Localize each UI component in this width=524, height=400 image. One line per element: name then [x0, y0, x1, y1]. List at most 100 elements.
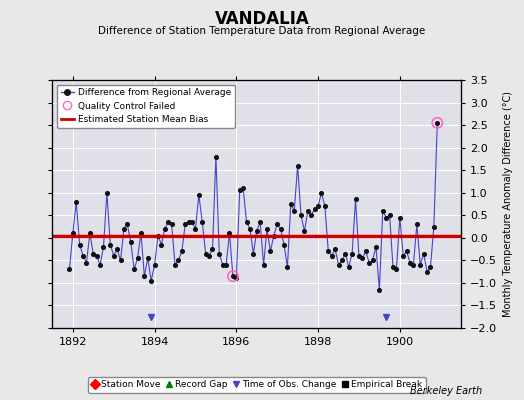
Point	[270, 232, 278, 239]
Point	[290, 208, 299, 214]
Point	[92, 253, 101, 259]
Point	[362, 248, 370, 254]
Point	[144, 255, 152, 261]
Point	[229, 273, 237, 279]
Text: Difference of Station Temperature Data from Regional Average: Difference of Station Temperature Data f…	[99, 26, 425, 36]
Point	[184, 219, 193, 225]
Point	[150, 262, 159, 268]
Point	[324, 248, 333, 254]
Point	[75, 241, 84, 248]
Point	[66, 266, 74, 272]
Point	[72, 198, 80, 205]
Point	[413, 221, 421, 228]
Point	[304, 208, 312, 214]
Point	[164, 219, 172, 225]
Point	[168, 221, 176, 228]
Point	[307, 212, 315, 218]
Point	[116, 257, 125, 264]
Point	[416, 262, 424, 268]
Point	[110, 253, 118, 259]
Point	[433, 120, 442, 126]
Point	[293, 162, 302, 169]
Point	[222, 262, 230, 268]
Point	[209, 246, 217, 252]
Point	[256, 219, 264, 225]
Point	[341, 250, 350, 257]
Point	[79, 253, 88, 259]
Point	[311, 205, 319, 212]
Point	[263, 226, 271, 232]
Point	[375, 286, 384, 293]
Point	[389, 264, 397, 270]
Point	[321, 203, 329, 210]
Point	[348, 250, 356, 257]
Point	[331, 246, 340, 252]
Point	[317, 190, 325, 196]
Y-axis label: Monthly Temperature Anomaly Difference (°C): Monthly Temperature Anomaly Difference (…	[503, 91, 513, 317]
Point	[382, 214, 390, 221]
Point	[188, 219, 196, 225]
Point	[239, 185, 247, 192]
Text: VANDALIA: VANDALIA	[215, 10, 309, 28]
Point	[409, 262, 418, 268]
Point	[352, 196, 360, 203]
Point	[69, 230, 77, 236]
Point	[181, 221, 189, 228]
Point	[355, 253, 363, 259]
Point	[82, 260, 91, 266]
Point	[215, 250, 223, 257]
Point	[399, 253, 407, 259]
Point	[249, 250, 258, 257]
Point	[113, 246, 121, 252]
Point	[154, 232, 162, 239]
Point	[253, 228, 261, 234]
Point	[137, 230, 145, 236]
Point	[130, 266, 138, 272]
Point	[280, 241, 288, 248]
Point	[201, 250, 210, 257]
Point	[205, 253, 213, 259]
Point	[229, 273, 237, 279]
Point	[419, 250, 428, 257]
Point	[123, 221, 132, 228]
Point	[96, 262, 104, 268]
Point	[396, 214, 404, 221]
Point	[259, 262, 268, 268]
Point	[174, 257, 182, 264]
Point	[89, 250, 97, 257]
Point	[212, 154, 220, 160]
Point	[328, 253, 336, 259]
Point	[368, 257, 377, 264]
Text: Berkeley Earth: Berkeley Earth	[410, 386, 482, 396]
Point	[402, 248, 411, 254]
Point	[433, 120, 442, 126]
Point	[427, 264, 435, 270]
Point	[385, 212, 394, 218]
Point	[344, 264, 353, 270]
Point	[106, 241, 115, 248]
Point	[235, 187, 244, 194]
Point	[133, 255, 141, 261]
Point	[314, 203, 322, 210]
Point	[178, 248, 186, 254]
Point	[219, 262, 227, 268]
Point	[100, 244, 108, 250]
Point	[358, 255, 366, 261]
Point	[337, 257, 346, 264]
Point	[86, 230, 94, 236]
Point	[160, 226, 169, 232]
Point	[103, 190, 111, 196]
Point	[297, 212, 305, 218]
Point	[334, 262, 343, 268]
Point	[276, 226, 285, 232]
Point	[372, 244, 380, 250]
Point	[147, 278, 156, 284]
Point	[365, 260, 373, 266]
Point	[198, 219, 206, 225]
Point	[171, 262, 179, 268]
Point	[287, 201, 295, 207]
Point	[127, 239, 135, 246]
Point	[300, 228, 309, 234]
Point	[378, 208, 387, 214]
Point	[406, 260, 414, 266]
